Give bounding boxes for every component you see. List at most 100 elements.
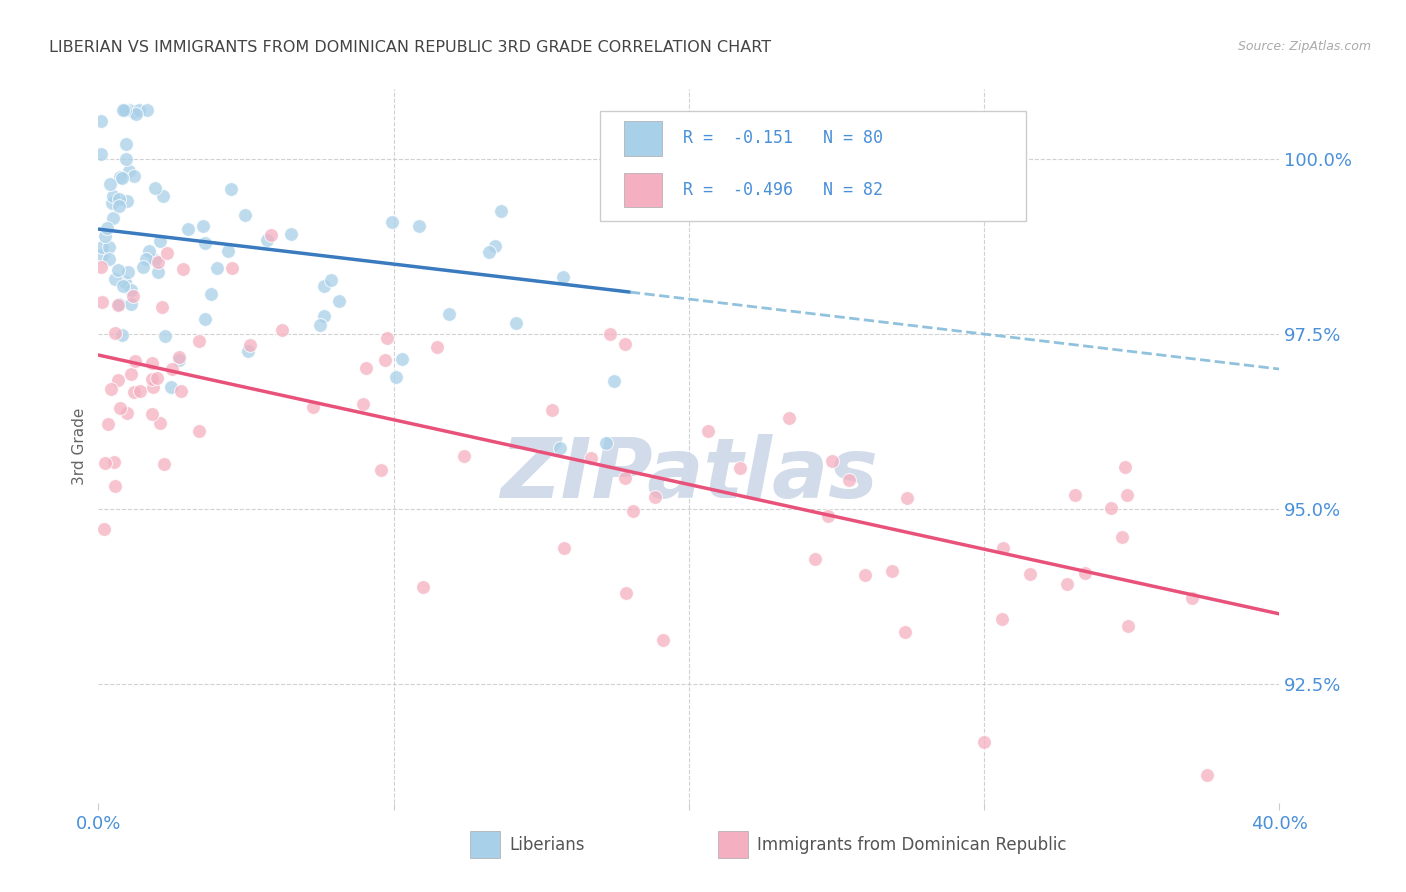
Point — [194, 235, 217, 250]
Point — [142, 380, 165, 394]
Point — [90, 113, 112, 128]
Point — [107, 263, 129, 277]
Point — [328, 293, 350, 308]
Point — [256, 233, 278, 247]
Point — [104, 479, 127, 493]
Point — [352, 397, 374, 411]
Point — [301, 400, 323, 414]
Point — [153, 457, 176, 471]
Point — [548, 441, 571, 455]
Point — [778, 410, 800, 425]
Point — [148, 254, 170, 268]
Point — [112, 103, 135, 118]
Point — [132, 260, 155, 275]
FancyBboxPatch shape — [600, 111, 1025, 221]
Point — [125, 107, 148, 121]
Point — [103, 455, 125, 469]
Point — [107, 192, 129, 206]
Point — [385, 369, 408, 384]
Point — [1111, 529, 1133, 543]
Point — [484, 238, 506, 252]
Point — [205, 261, 228, 276]
Point — [155, 329, 177, 343]
Point — [991, 612, 1014, 626]
Point — [194, 312, 217, 326]
Point — [143, 252, 166, 267]
Point — [143, 181, 166, 195]
Point — [101, 211, 124, 225]
Point — [408, 219, 430, 233]
Point — [219, 181, 242, 195]
Point — [122, 169, 145, 184]
Point — [107, 298, 129, 312]
Point — [391, 352, 413, 367]
FancyBboxPatch shape — [471, 831, 501, 858]
Point — [551, 269, 574, 284]
Point — [108, 297, 131, 311]
Point — [377, 331, 399, 345]
Point — [896, 491, 918, 505]
Point — [613, 471, 636, 485]
Point — [111, 328, 134, 343]
Text: Liberians: Liberians — [509, 836, 585, 854]
Point — [644, 490, 666, 504]
Point — [114, 275, 136, 289]
Point — [93, 522, 115, 536]
Point — [141, 356, 163, 370]
Point — [453, 449, 475, 463]
Point — [90, 260, 112, 275]
Point — [614, 336, 637, 351]
Point — [91, 248, 114, 262]
Point — [1181, 591, 1204, 605]
Point — [838, 473, 860, 487]
Point — [354, 361, 377, 376]
Point — [579, 450, 602, 465]
Point — [233, 208, 256, 222]
Point — [200, 287, 222, 301]
Point — [160, 362, 183, 376]
Point — [103, 189, 125, 203]
Point — [728, 460, 751, 475]
Point — [96, 221, 118, 235]
Point — [853, 567, 876, 582]
Point — [319, 272, 342, 286]
Point — [121, 105, 143, 120]
Point — [146, 370, 169, 384]
Point — [880, 565, 903, 579]
Point — [135, 252, 157, 266]
Point — [138, 244, 160, 259]
Point — [309, 318, 332, 332]
FancyBboxPatch shape — [624, 121, 662, 155]
Point — [112, 103, 135, 118]
Point — [90, 240, 112, 254]
Point — [108, 199, 131, 213]
Point — [595, 436, 617, 450]
Point — [115, 153, 138, 167]
Point — [804, 552, 827, 566]
Point — [614, 585, 637, 599]
Point — [152, 189, 174, 203]
Point — [238, 338, 260, 352]
Point — [98, 178, 121, 192]
FancyBboxPatch shape — [624, 173, 662, 207]
Point — [271, 323, 294, 337]
Point — [426, 340, 449, 354]
Point — [621, 504, 644, 518]
Point — [1116, 619, 1139, 633]
Point — [221, 261, 243, 276]
Point — [115, 194, 138, 208]
Point — [439, 308, 461, 322]
Point — [114, 136, 136, 151]
FancyBboxPatch shape — [718, 831, 748, 858]
Point — [149, 234, 172, 248]
Point — [217, 244, 239, 258]
Point — [115, 406, 138, 420]
Point — [489, 204, 512, 219]
Text: Immigrants from Dominican Republic: Immigrants from Dominican Republic — [758, 836, 1067, 854]
Point — [118, 164, 141, 178]
Point — [236, 344, 259, 359]
Point — [1197, 768, 1219, 782]
Point — [167, 352, 190, 367]
Point — [540, 402, 562, 417]
Point — [100, 382, 122, 396]
